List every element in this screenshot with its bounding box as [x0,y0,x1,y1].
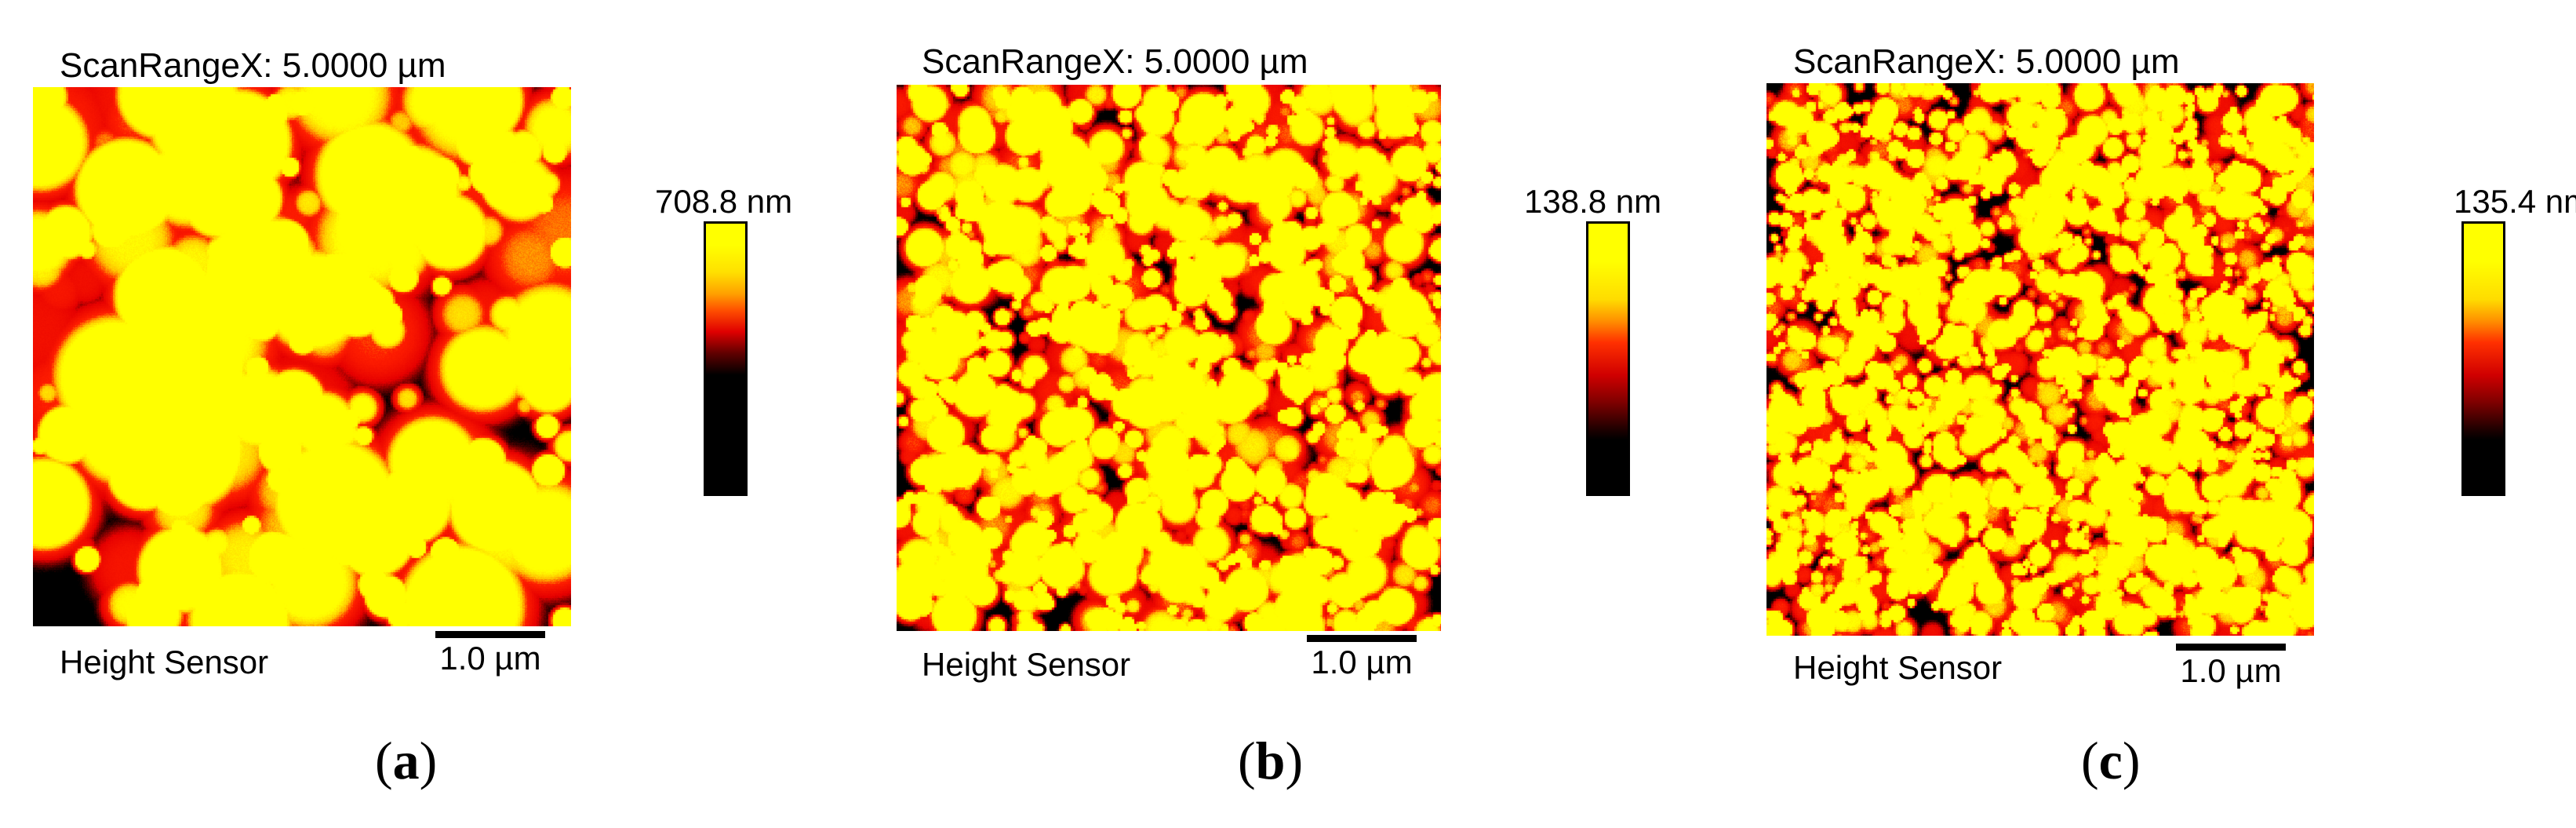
panel-caption: (b) [1238,731,1304,790]
height-colorbar [704,221,748,496]
colorbar-max-label: 135.4 nm [2454,183,2576,220]
afm-height-image [33,87,571,626]
colorbar-max-label: 138.8 nm [1524,183,1662,220]
scan-range-label: ScanRangeX: 5.0000 µm [1793,42,2180,81]
height-sensor-label: Height Sensor [922,646,1131,683]
scale-bar: 1.0 µm [435,631,545,678]
scan-range-label: ScanRangeX: 5.0000 µm [922,42,1308,81]
scale-bar-label: 1.0 µm [439,640,541,677]
afm-panel-c: ScanRangeX: 5.0000 µm 135.4 nm Height Se… [1716,0,2576,828]
scale-bar-line [435,631,545,638]
afm-panel-b: ScanRangeX: 5.0000 µm 138.8 nm Height Se… [858,0,1716,828]
afm-height-image [1766,83,2314,636]
scale-bar: 1.0 µm [2176,644,2286,691]
scale-bar-label: 1.0 µm [2180,652,2282,689]
panel-caption: (c) [2081,731,2141,790]
afm-height-image [897,85,1441,631]
afm-panel-a: ScanRangeX: 5.0000 µm 708.8 nm Height Se… [0,0,858,828]
height-colorbar [2461,221,2505,496]
height-sensor-label: Height Sensor [1793,649,2003,686]
afm-height-map-canvas [1766,83,2314,636]
panel-caption: (a) [375,731,438,790]
height-sensor-label: Height Sensor [60,644,269,680]
scan-range-label: ScanRangeX: 5.0000 µm [60,46,446,85]
scale-bar: 1.0 µm [1307,635,1417,682]
scale-bar-line [1307,635,1417,642]
scale-bar-line [2176,644,2286,651]
colorbar-max-label: 708.8 nm [655,183,793,220]
height-colorbar [1586,221,1630,496]
afm-height-map-canvas [33,87,571,626]
scale-bar-label: 1.0 µm [1311,644,1413,680]
afm-height-map-canvas [897,85,1441,631]
